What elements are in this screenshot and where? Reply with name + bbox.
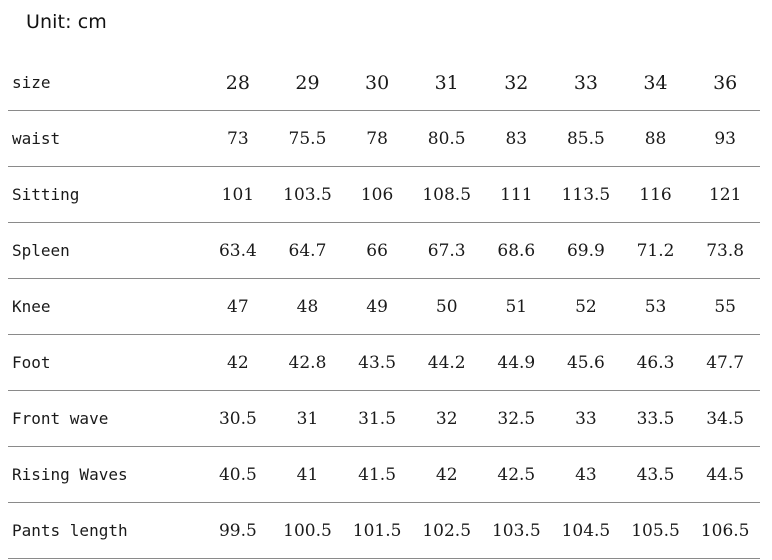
row-label: waist [8, 110, 204, 167]
measurement-cell: 85.5 [551, 110, 621, 167]
measurement-cell: 106 [342, 166, 412, 223]
measurement-cell: 111 [481, 166, 552, 223]
measurement-cell: 101 [203, 166, 273, 223]
measurement-cell: 45.6 [551, 334, 621, 391]
measurement-cell: 106.5 [690, 502, 760, 559]
measurement-cell: 33.5 [620, 390, 691, 447]
measurement-cell: 75.5 [272, 110, 343, 167]
table-header-row: size 28 29 30 31 32 33 34 36 [8, 55, 760, 111]
measurement-cell: 49 [342, 278, 412, 335]
measurement-cell: 43 [551, 446, 621, 503]
measurement-cell: 48 [272, 278, 343, 335]
measurement-cell: 102.5 [411, 502, 482, 559]
size-header-cell: 33 [551, 55, 621, 111]
measurement-cell: 63.4 [203, 222, 273, 279]
measurement-cell: 42.8 [272, 334, 343, 391]
size-header-cell: 34 [620, 55, 691, 111]
measurement-cell: 44.2 [411, 334, 482, 391]
measurement-cell: 66 [342, 222, 412, 279]
measurement-cell: 43.5 [342, 334, 412, 391]
table-row: Foot 42 42.8 43.5 44.2 44.9 45.6 46.3 47.7 [8, 334, 760, 391]
row-label: Rising Waves [8, 446, 204, 503]
measurement-cell: 46.3 [620, 334, 691, 391]
measurement-cell: 33 [551, 390, 621, 447]
table-row: Pants length 99.5 100.5 101.5 102.5 103.5 104.… [8, 502, 760, 559]
measurement-cell: 83 [481, 110, 552, 167]
header-label: size [8, 55, 204, 111]
measurement-cell: 103.5 [272, 166, 343, 223]
measurement-cell: 103.5 [481, 502, 552, 559]
measurement-cell: 73 [203, 110, 273, 167]
measurement-cell: 69.9 [551, 222, 621, 279]
row-label: Knee [8, 278, 204, 335]
measurement-cell: 42.5 [481, 446, 552, 503]
measurement-cell: 31 [272, 390, 343, 447]
measurement-cell: 64.7 [272, 222, 343, 279]
table-row: waist 73 75.5 78 80.5 83 85.5 88 93 [8, 110, 760, 167]
measurement-cell: 116 [620, 166, 691, 223]
size-header-cell: 28 [203, 55, 273, 111]
measurement-cell: 101.5 [342, 502, 412, 559]
measurement-cell: 100.5 [272, 502, 343, 559]
size-header-cell: 36 [690, 55, 760, 111]
row-label: Pants length [8, 502, 204, 559]
measurement-cell: 73.8 [690, 222, 760, 279]
size-header-cell: 32 [481, 55, 552, 111]
measurement-cell: 32 [411, 390, 482, 447]
table-row: Sitting 101 103.5 106 108.5 111 113.5 116 121 [8, 166, 760, 223]
measurement-cell: 99.5 [203, 502, 273, 559]
measurement-cell: 53 [620, 278, 691, 335]
size-header-cell: 30 [342, 55, 412, 111]
measurement-cell: 104.5 [551, 502, 621, 559]
table-row: Rising Waves 40.5 41 41.5 42 42.5 43 43.5 44.5 [8, 446, 760, 503]
measurement-cell: 55 [690, 278, 760, 335]
measurement-cell: 113.5 [551, 166, 621, 223]
size-header-cell: 31 [411, 55, 482, 111]
table-row: Knee 47 48 49 50 51 52 53 55 [8, 278, 760, 335]
size-header-cell: 29 [272, 55, 343, 111]
measurement-cell: 31.5 [342, 390, 412, 447]
measurement-cell: 50 [411, 278, 482, 335]
measurement-cell: 80.5 [411, 110, 482, 167]
size-table-body: size 28 29 30 31 32 33 34 36 waist 73 75.5… [8, 55, 760, 559]
measurement-cell: 41 [272, 446, 343, 503]
measurement-cell: 32.5 [481, 390, 552, 447]
measurement-cell: 34.5 [690, 390, 760, 447]
measurement-cell: 42 [411, 446, 482, 503]
measurement-cell: 30.5 [203, 390, 273, 447]
measurement-cell: 108.5 [411, 166, 482, 223]
measurement-cell: 68.6 [481, 222, 552, 279]
measurement-cell: 93 [690, 110, 760, 167]
measurement-cell: 44.5 [690, 446, 760, 503]
table-row: Front wave 30.5 31 31.5 32 32.5 33 33.5 34.5 [8, 390, 760, 447]
row-label: Sitting [8, 166, 204, 223]
measurement-cell: 88 [620, 110, 691, 167]
unit-label: Unit: cm [26, 11, 107, 33]
measurement-cell: 71.2 [620, 222, 691, 279]
row-label: Spleen [8, 222, 204, 279]
measurement-cell: 105.5 [620, 502, 691, 559]
size-chart-table: size 28 29 30 31 32 33 34 36 waist 73 75.5… [8, 55, 760, 559]
measurement-cell: 47 [203, 278, 273, 335]
measurement-cell: 52 [551, 278, 621, 335]
measurement-cell: 44.9 [481, 334, 552, 391]
row-label: Front wave [8, 390, 204, 447]
measurement-cell: 42 [203, 334, 273, 391]
measurement-cell: 78 [342, 110, 412, 167]
row-label: Foot [8, 334, 204, 391]
measurement-cell: 47.7 [690, 334, 760, 391]
table-row: Spleen 63.4 64.7 66 67.3 68.6 69.9 71.2 73.8 [8, 222, 760, 279]
measurement-cell: 67.3 [411, 222, 482, 279]
measurement-cell: 43.5 [620, 446, 691, 503]
measurement-cell: 41.5 [342, 446, 412, 503]
measurement-cell: 121 [690, 166, 760, 223]
measurement-cell: 40.5 [203, 446, 273, 503]
measurement-cell: 51 [481, 278, 552, 335]
